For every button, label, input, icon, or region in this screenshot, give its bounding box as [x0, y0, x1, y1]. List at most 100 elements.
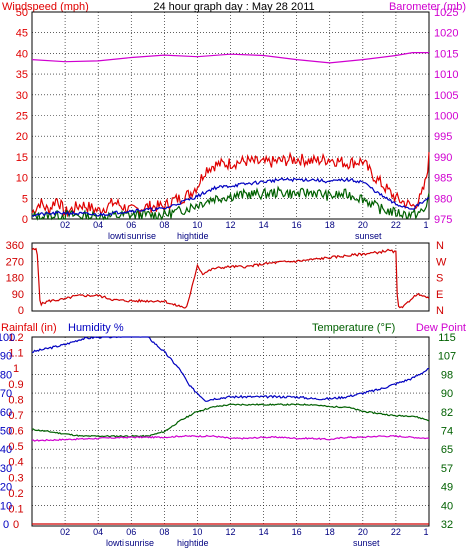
hour-tick-label: 08	[159, 527, 169, 537]
rainfall-tick-label: 0.4	[8, 457, 23, 469]
humidity-tick-label: 50	[0, 426, 12, 438]
rainfall-tick-label: 0.7	[8, 410, 23, 422]
humidity-tick-label: 0	[3, 519, 9, 531]
direction-tick-label: 90	[12, 289, 24, 301]
windspeed-tick-label: 50	[16, 7, 28, 19]
windspeed-tick-label: 0	[22, 214, 28, 226]
hour-tick-label: 18	[325, 527, 335, 537]
humidity-tick-label: 30	[0, 463, 12, 475]
windspeed-tick-label: 15	[16, 152, 28, 164]
hour-tick-label: 04	[93, 527, 103, 537]
temperature-tick-label: 115	[438, 332, 456, 344]
hour-tick-label: 12	[225, 527, 235, 537]
barometer-tick-label: 980	[434, 193, 452, 205]
humidity-tick-label: 20	[0, 482, 12, 494]
hour-tick-label: 02	[60, 527, 70, 537]
humidity-axis-title: Humidity %	[68, 322, 124, 334]
rainfall-tick-label: 0.1	[8, 503, 23, 515]
grid-layer	[32, 12, 429, 524]
day-marker-label: 1	[423, 527, 428, 537]
climate-panel-frame	[31, 336, 430, 527]
barometer-tick-label: 1000	[434, 111, 458, 123]
humidity-tick-label: 40	[0, 444, 12, 456]
hour-tick-label: 14	[259, 220, 269, 230]
barometer-tick-label: 1015	[434, 48, 458, 60]
barometer-axis-title: Barometer (mb)	[389, 1, 466, 13]
temperature-tick-label: 74	[441, 426, 453, 438]
rainfall-tick-label: 0.2	[8, 488, 23, 500]
hour-tick-label: 20	[358, 220, 368, 230]
series-layer	[31, 51, 430, 525]
sunset-label-bottom: sunset	[353, 538, 380, 548]
humidity-tick-label: 70	[0, 388, 12, 400]
barometer-tick-label: 990	[434, 152, 452, 164]
hour-tick-label: 04	[93, 220, 103, 230]
temperature-tick-label: 57	[441, 463, 453, 475]
temperature-series	[31, 403, 430, 438]
compass-label: N	[436, 240, 444, 252]
temperature-tick-label: 32	[441, 519, 453, 531]
rainfall-tick-label: 1	[13, 363, 19, 375]
compass-label: N	[436, 305, 444, 317]
windspeed-tick-label: 5	[22, 193, 28, 205]
rainfall-tick-label: 0.3	[8, 472, 23, 484]
hour-tick-label: 10	[192, 527, 202, 537]
barometer-series	[31, 51, 429, 64]
hour-tick-label: 18	[325, 220, 335, 230]
lowtide-label-top: lowti	[108, 231, 126, 241]
compass-label: S	[436, 273, 443, 285]
hour-tick-label: 16	[292, 527, 302, 537]
rainfall-tick-label: 0.5	[8, 441, 23, 453]
windspeed-tick-label: 30	[16, 90, 28, 102]
barometer-tick-label: 975	[434, 214, 452, 226]
lowtide-label-bottom: lowti	[106, 538, 124, 548]
tick-layer: 0510152025303540455097598098599099510001…	[0, 7, 458, 537]
hour-tick-label: 12	[225, 220, 235, 230]
humidity-tick-label: 10	[0, 500, 12, 512]
windspeed-tick-label: 20	[16, 131, 28, 143]
compass-label: E	[436, 289, 443, 301]
chart-title: 24 hour graph day : May 28 2011	[153, 1, 314, 13]
windspeed-series	[31, 151, 430, 218]
direction-tick-label: 270	[6, 256, 24, 268]
rainfall-tick-label: 0.9	[8, 379, 23, 391]
barometer-tick-label: 1020	[434, 28, 458, 40]
hour-tick-label: 06	[126, 220, 136, 230]
day-marker-label: 1	[423, 220, 428, 230]
dewpoint-series	[31, 434, 430, 442]
hightide-label-bottom: hightide	[177, 538, 209, 548]
hour-tick-label: 08	[159, 220, 169, 230]
hightide-label-top: hightide	[177, 231, 209, 241]
barometer-tick-label: 1005	[434, 90, 458, 102]
sunset-label-top: sunset	[355, 231, 382, 241]
compass-label: W	[436, 256, 447, 268]
hour-tick-label: 10	[192, 220, 202, 230]
barometer-tick-label: 995	[434, 131, 452, 143]
humidity-tick-label: 60	[0, 407, 12, 419]
humidity-tick-label: 80	[0, 369, 12, 381]
hour-tick-label: 22	[391, 220, 401, 230]
direction-tick-label: 0	[18, 305, 24, 317]
hour-tick-label: 02	[60, 220, 70, 230]
windspeed-tick-label: 35	[16, 69, 28, 81]
temperature-tick-label: 65	[441, 444, 453, 456]
windspeed-axis-title: Windspeed (mph)	[2, 1, 89, 13]
windspeed-tick-label: 40	[16, 48, 28, 60]
hour-tick-label: 06	[126, 527, 136, 537]
barometer-tick-label: 1025	[434, 7, 458, 19]
rainfall-tick-label: 1.2	[8, 332, 23, 344]
hour-tick-label: 22	[391, 527, 401, 537]
rainfall-axis-title: Rainfall (in)	[1, 322, 57, 334]
temperature-axis-title: Temperature (°F)	[312, 322, 395, 334]
sunrise-label-bottom: sunrise	[125, 538, 154, 548]
avg-wind-series	[31, 176, 430, 217]
gust-series	[31, 185, 430, 221]
temperature-tick-label: 107	[438, 351, 456, 363]
barometer-tick-label: 985	[434, 173, 452, 185]
humidity-series	[32, 336, 430, 402]
rainfall-tick-label: 1.1	[8, 348, 23, 360]
temperature-tick-label: 90	[441, 388, 453, 400]
windspeed-tick-label: 10	[16, 173, 28, 185]
hour-tick-label: 14	[259, 527, 269, 537]
